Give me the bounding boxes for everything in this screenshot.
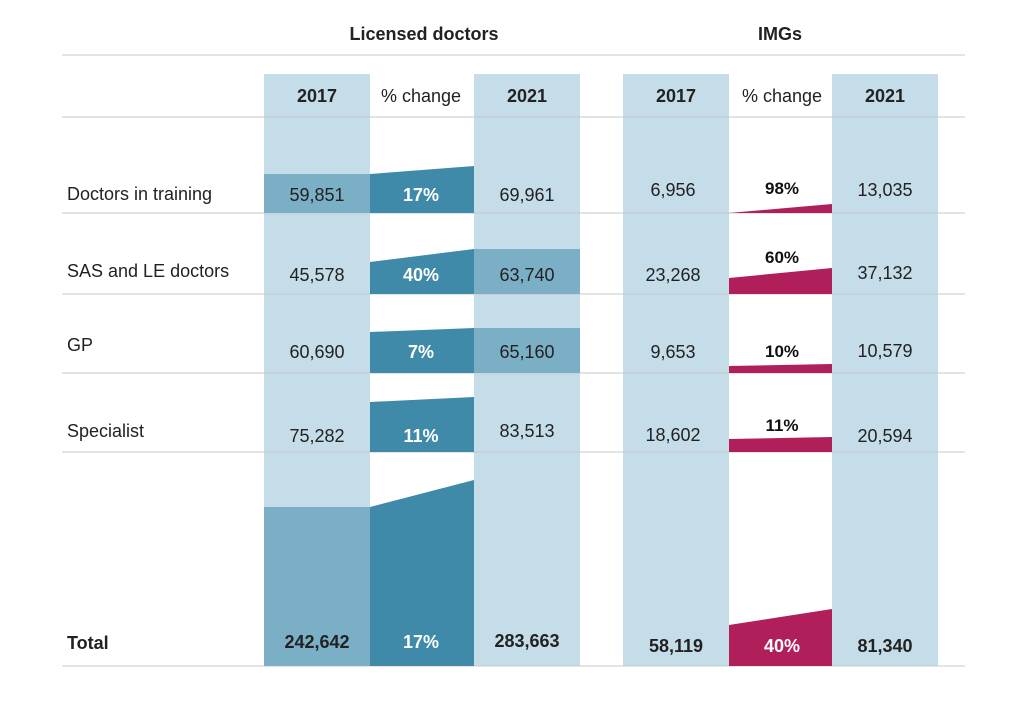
value-licensed-2017-gp: 60,690 (289, 342, 344, 362)
pct-licensed-specialist: 11% (403, 426, 438, 446)
value-licensed-2021-gp: 65,160 (499, 342, 554, 362)
value-imgs-2021-total: 81,340 (857, 636, 912, 656)
value-licensed-2017-specialist: 75,282 (289, 426, 344, 446)
change-wedge-imgs-total (729, 609, 832, 666)
group-title-licensed: Licensed doctors (349, 24, 498, 44)
pct-imgs-training: 98% (765, 179, 799, 198)
value-imgs-2021-training: 13,035 (857, 180, 912, 200)
col-head-licensed-2021: 2021 (507, 86, 547, 106)
change-wedge-imgs-training (729, 204, 832, 213)
change-wedge-imgs-gp (729, 364, 832, 373)
change-wedge-licensed-gp (370, 328, 474, 373)
col-head-imgs-2017: 2017 (656, 86, 696, 106)
col-head-licensed-2017: 2017 (297, 86, 337, 106)
pct-imgs-sas: 60% (765, 248, 799, 267)
cell-licensed-2017-total (264, 507, 370, 666)
value-imgs-2017-total: 58,119 (649, 636, 703, 656)
cell-licensed-2021-sas (474, 249, 580, 294)
cell-licensed-2017-training (264, 174, 370, 213)
pct-licensed-sas: 40% (403, 265, 439, 285)
value-licensed-2021-total: 283,663 (494, 631, 559, 651)
row-label-sas: SAS and LE doctors (67, 261, 229, 281)
change-wedge-licensed-total (370, 480, 474, 666)
value-licensed-2017-sas: 45,578 (289, 265, 344, 285)
value-licensed-2017-total: 242,642 (284, 632, 349, 652)
value-licensed-2021-specialist: 83,513 (499, 421, 554, 441)
value-imgs-2017-specialist: 18,602 (645, 425, 700, 445)
change-wedge-imgs-specialist (729, 437, 832, 452)
value-imgs-2021-gp: 10,579 (857, 341, 912, 361)
row-label-training: Doctors in training (67, 184, 212, 204)
value-imgs-2017-gp: 9,653 (650, 342, 695, 362)
col-head-licensed-change: % change (381, 86, 461, 106)
change-wedge-licensed-sas (370, 249, 474, 294)
value-imgs-2021-specialist: 20,594 (857, 426, 912, 446)
col-head-imgs-change: % change (742, 86, 822, 106)
value-imgs-2017-sas: 23,268 (645, 265, 700, 285)
value-licensed-2021-training: 69,961 (499, 185, 554, 205)
change-wedge-imgs-sas (729, 268, 832, 294)
value-licensed-2021-sas: 63,740 (499, 265, 554, 285)
pct-licensed-total: 17% (403, 632, 439, 652)
value-imgs-2017-training: 6,956 (650, 180, 695, 200)
col-bg-imgs-2017 (623, 74, 729, 666)
pct-imgs-specialist: 11% (765, 416, 798, 435)
cell-licensed-2021-gp (474, 328, 580, 373)
value-imgs-2021-sas: 37,132 (857, 263, 912, 283)
value-licensed-2017-training: 59,851 (289, 185, 344, 205)
row-label-gp: GP (67, 335, 93, 355)
col-bg-imgs-2021 (832, 74, 938, 666)
row-label-specialist: Specialist (67, 421, 144, 441)
pct-licensed-training: 17% (403, 185, 439, 205)
pct-imgs-total: 40% (764, 636, 800, 656)
pct-imgs-gp: 10% (765, 342, 799, 361)
change-wedge-licensed-training (370, 166, 474, 213)
pct-licensed-gp: 7% (408, 342, 434, 362)
change-wedge-licensed-specialist (370, 397, 474, 452)
col-head-imgs-2021: 2021 (865, 86, 905, 106)
row-label-total: Total (67, 633, 109, 653)
group-title-imgs: IMGs (758, 24, 802, 44)
